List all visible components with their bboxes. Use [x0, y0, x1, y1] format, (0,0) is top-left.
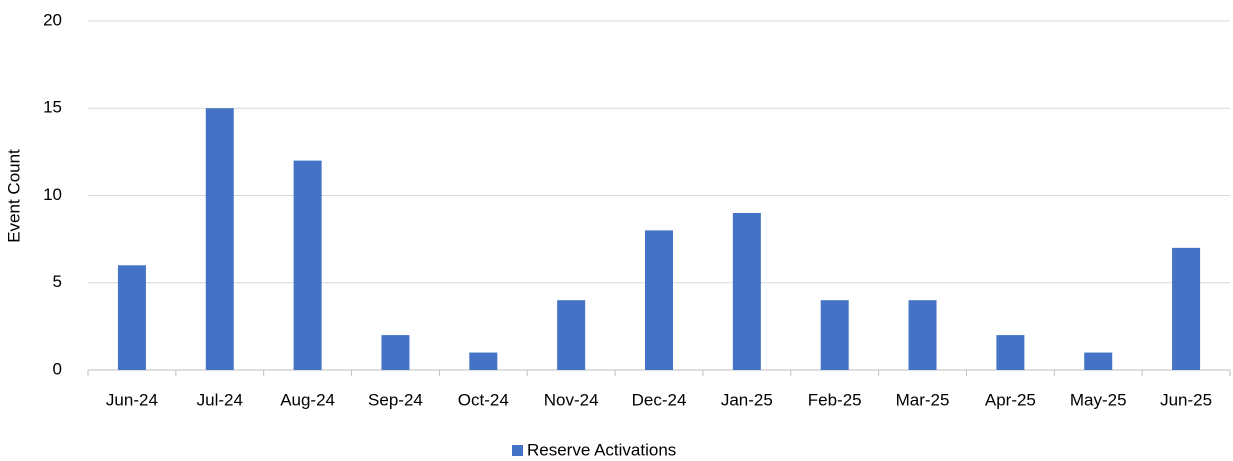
bar — [117, 265, 146, 370]
bar — [645, 230, 673, 370]
y-tick-label: 15 — [43, 98, 62, 117]
y-tick-label: 5 — [53, 272, 62, 291]
bar — [996, 335, 1025, 370]
x-tick-label: Dec-24 — [632, 390, 687, 409]
bar — [1172, 247, 1201, 370]
bar — [908, 300, 937, 370]
bar — [381, 335, 410, 370]
bar — [820, 300, 849, 370]
x-tick-label: Jul-24 — [197, 390, 243, 409]
bar — [469, 352, 498, 370]
x-tick-label: Jun-25 — [1160, 390, 1212, 409]
bar — [1084, 352, 1113, 370]
y-tick-label: 0 — [53, 359, 62, 378]
x-tick-label: Oct-24 — [458, 390, 509, 409]
x-tick-label: Jan-25 — [721, 390, 773, 409]
bar — [293, 160, 322, 370]
x-tick-label: Jun-24 — [106, 390, 158, 409]
x-tick-label: Aug-24 — [280, 390, 335, 409]
y-axis-label: Event Count — [4, 149, 23, 243]
x-tick-label: Nov-24 — [544, 390, 599, 409]
bar — [557, 300, 586, 370]
x-tick-label: Apr-25 — [985, 390, 1036, 409]
y-tick-label: 20 — [43, 10, 62, 29]
bar — [732, 212, 761, 370]
x-tick-label: Feb-25 — [808, 390, 862, 409]
y-tick-label: 10 — [43, 185, 62, 204]
bar — [205, 108, 234, 370]
legend-label: Reserve Activations — [527, 440, 676, 459]
x-tick-label: May-25 — [1070, 390, 1127, 409]
legend-swatch — [512, 445, 523, 456]
x-tick-label: Mar-25 — [896, 390, 950, 409]
x-tick-label: Sep-24 — [368, 390, 423, 409]
